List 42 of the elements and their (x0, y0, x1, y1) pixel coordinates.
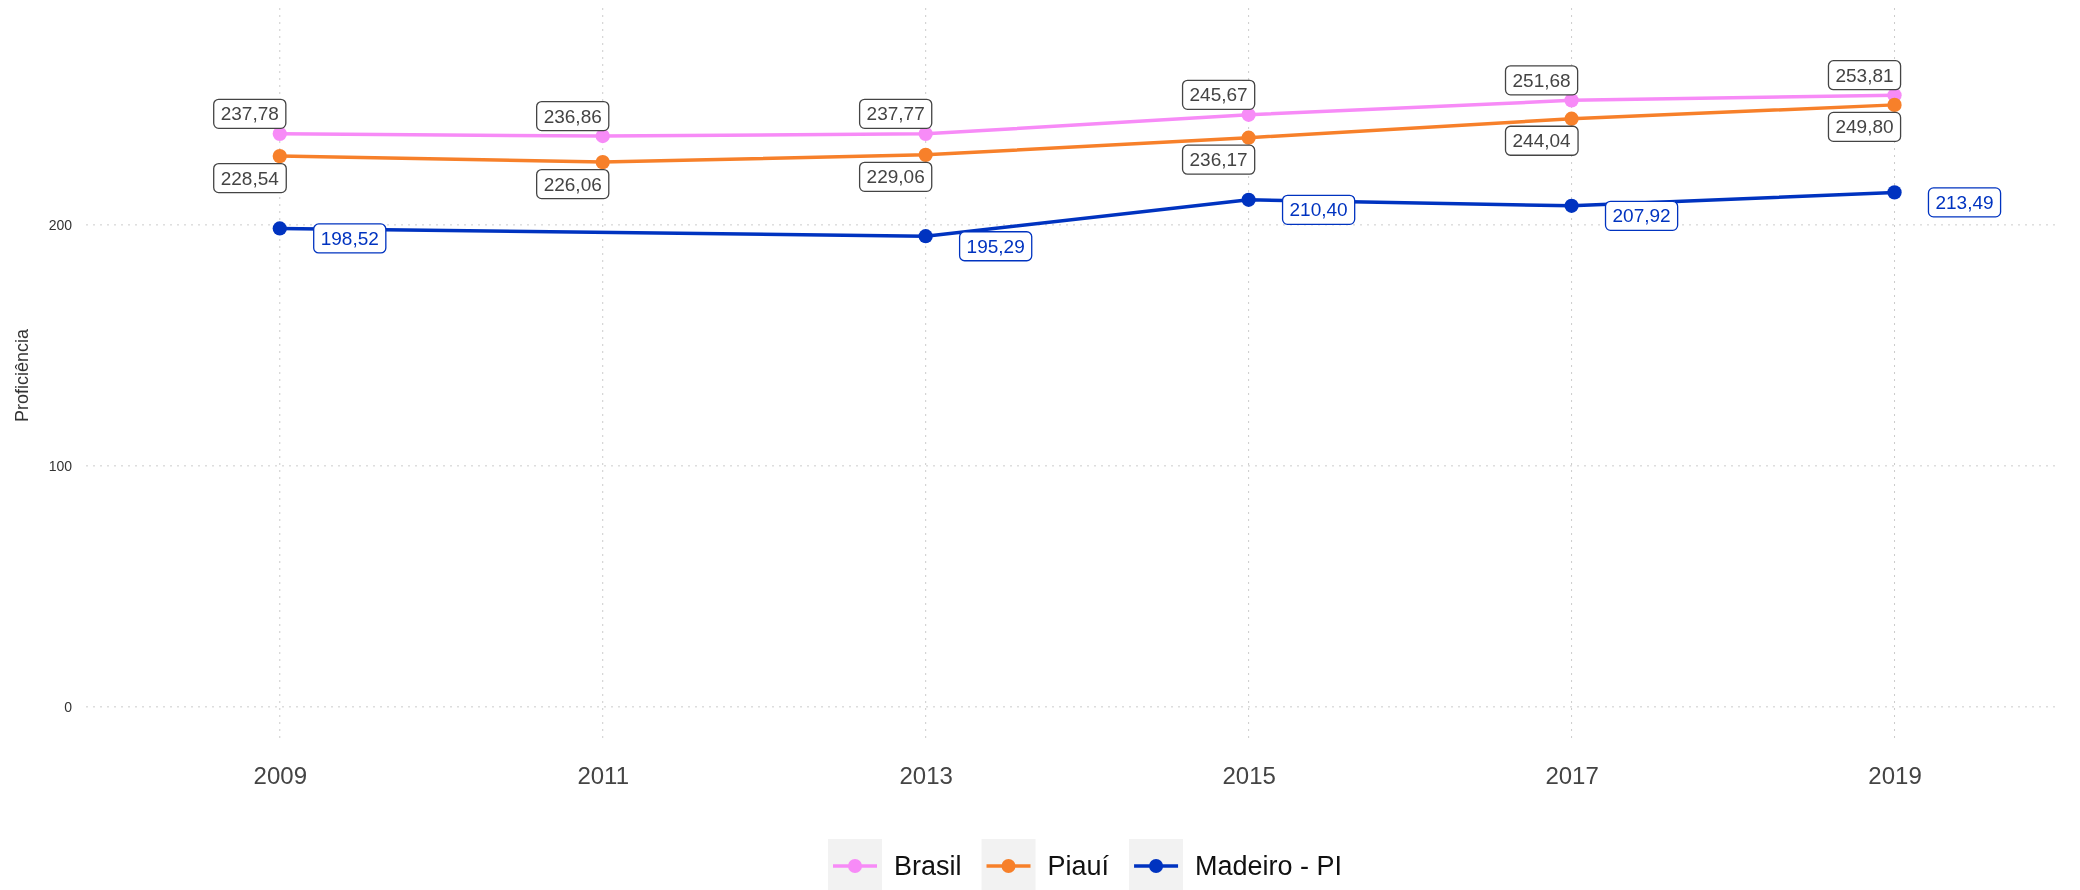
data-label: 237,78 (220, 103, 279, 125)
data-label: 245,67 (1189, 84, 1248, 106)
y-tick-label: 200 (48, 216, 73, 233)
legend-label: Piauí (1047, 851, 1110, 881)
x-tick-label: 2017 (1545, 762, 1599, 790)
point (1564, 198, 1579, 213)
data-label: 213,49 (1935, 191, 1994, 213)
point (272, 148, 287, 164)
data-label: 244,04 (1512, 130, 1572, 152)
x-tick-label: 2019 (1868, 762, 1922, 790)
data-label: 251,68 (1512, 69, 1571, 91)
x-tick-label: 2015 (1222, 762, 1276, 790)
data-label: 236,86 (543, 105, 602, 127)
point (918, 229, 933, 244)
x-tick-label: 2009 (253, 762, 307, 790)
data-label: 198,52 (320, 227, 379, 249)
point (595, 128, 610, 144)
data-label: 226,06 (543, 173, 602, 195)
legend-label: Madeiro - PI (1195, 851, 1343, 881)
point (595, 154, 610, 170)
point (1241, 192, 1256, 207)
data-label: 229,06 (866, 166, 925, 188)
point (1887, 97, 1902, 112)
point (1241, 130, 1256, 145)
point (1564, 111, 1579, 126)
x-tick-label: 2011 (577, 762, 630, 790)
data-label: 210,40 (1289, 199, 1348, 221)
point (918, 147, 933, 162)
y-axis-title: Proficiência (12, 327, 32, 423)
data-label: 253,81 (1835, 64, 1894, 86)
data-label: 228,54 (220, 167, 280, 189)
data-label: 195,29 (966, 235, 1025, 257)
data-label: 207,92 (1612, 205, 1671, 227)
data-label: 237,77 (866, 103, 925, 125)
y-tick-label: 100 (48, 457, 73, 474)
x-tick-label: 2013 (899, 762, 953, 790)
y-tick-label: 0 (64, 698, 73, 715)
point (1887, 185, 1902, 200)
legend-label: Brasil (894, 851, 962, 881)
point (272, 221, 287, 236)
data-label: 236,17 (1189, 149, 1248, 171)
data-label: 249,80 (1835, 116, 1894, 138)
